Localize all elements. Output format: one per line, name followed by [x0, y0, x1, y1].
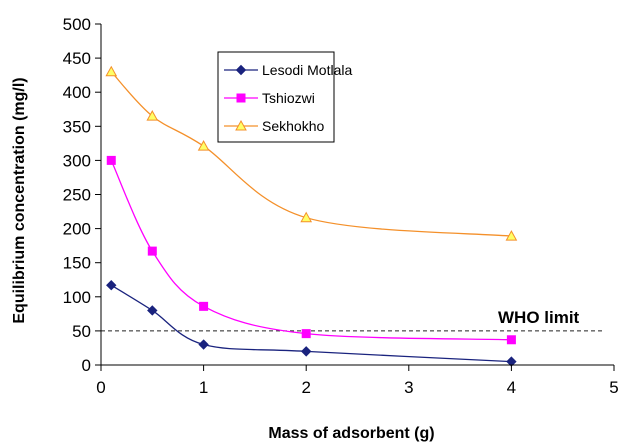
data-point [106, 155, 116, 165]
data-point [146, 110, 159, 121]
legend-marker [235, 64, 247, 76]
y-tick-label: 200 [63, 220, 91, 239]
x-tick-label: 4 [507, 378, 516, 397]
y-tick-label: 350 [63, 117, 91, 136]
y-axis-title: Equilibrium concentration (mg/l) [11, 77, 28, 323]
data-point [197, 140, 210, 151]
axes: 0 50 100 150 200 250 300 350 400 450 500 0 1 2 3 4 5 [63, 15, 619, 397]
series-2 [105, 65, 518, 241]
legend: Lesodi Motlala Tshiozwi Sekhokho [217, 51, 352, 143]
series-line [110, 71, 512, 237]
y-tick-label: 100 [63, 288, 91, 307]
y-tick-label: 50 [72, 322, 91, 341]
data-point [106, 279, 117, 291]
legend-marker [236, 93, 246, 103]
y-tick-label: 250 [63, 186, 91, 205]
legend-label: Sekhokho [262, 118, 324, 134]
legend-item: Lesodi Motlala [224, 62, 352, 78]
who-limit-label: WHO limit [498, 308, 580, 327]
data-point [105, 65, 118, 77]
x-tick-label: 2 [301, 378, 310, 397]
data-point [300, 211, 313, 223]
series-0 [106, 279, 517, 367]
y-tick-label: 150 [63, 254, 91, 273]
y-tick-label: 0 [82, 356, 91, 375]
x-tick-label: 5 [609, 378, 618, 397]
legend-label: Lesodi Motlala [262, 62, 352, 78]
series-line [110, 284, 512, 363]
data-point [147, 246, 157, 256]
series-1 [106, 155, 516, 345]
data-point [147, 305, 158, 316]
data-point [506, 335, 516, 345]
data-point [300, 346, 312, 357]
legend-label: Tshiozwi [262, 90, 315, 106]
legend-item: Sekhokho [224, 118, 324, 134]
legend-marker [235, 119, 247, 131]
y-tick-label: 300 [63, 151, 91, 170]
legend-item: Tshiozwi [224, 90, 315, 106]
data-point [301, 329, 311, 339]
y-tick-label: 400 [63, 83, 91, 102]
x-axis-title: Mass of adsorbent (g) [268, 425, 434, 442]
plot-area: WHO limit [101, 65, 604, 367]
y-tick-label: 500 [63, 15, 91, 34]
x-tick-label: 0 [96, 378, 105, 397]
series-line [110, 160, 512, 341]
data-point [199, 301, 209, 311]
x-tick-label: 1 [199, 378, 208, 397]
data-point [505, 230, 518, 241]
x-tick-label: 3 [404, 378, 413, 397]
data-point [198, 339, 209, 350]
y-tick-label: 450 [63, 49, 91, 68]
